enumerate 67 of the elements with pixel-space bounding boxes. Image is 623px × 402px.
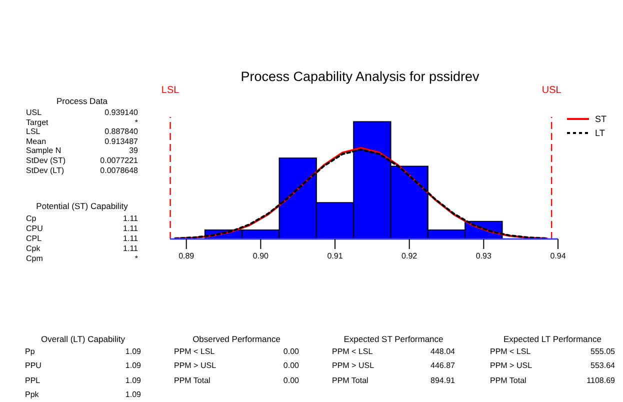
text: PPM Total [174, 376, 210, 385]
text: PPM < LSL [490, 347, 531, 356]
text: 1.09 [124, 361, 141, 370]
text: 0.00 [282, 347, 299, 356]
text: 553.64 [590, 361, 615, 370]
text: Overall (LT) Capability [40, 334, 126, 344]
text: 0.00 [282, 376, 299, 385]
text: * [134, 254, 138, 263]
text: Potential (ST) Capability [35, 201, 129, 211]
text: Expected ST Performance [342, 334, 444, 344]
text: Observed Performance [192, 334, 282, 344]
text: 0.939140 [104, 108, 138, 117]
text: 0.887840 [104, 127, 138, 136]
text: StDev (LT) [26, 166, 64, 175]
x-tick-label: 0.91 [327, 252, 344, 261]
text: 1.09 [124, 347, 141, 356]
text: PPL [25, 376, 40, 385]
text: 1.11 [122, 234, 138, 243]
text: 1.11 [122, 224, 138, 233]
x-tick-label: 0.92 [402, 252, 418, 261]
text: 39 [129, 146, 138, 156]
text: PPM Total [332, 376, 368, 385]
text: StDev (ST) [26, 156, 66, 165]
text: 0.913487 [104, 136, 138, 146]
ref-line-label: LSL [161, 85, 180, 96]
text: Process Data [55, 96, 109, 106]
text: 1.11 [122, 214, 138, 223]
legend-label: LT [595, 128, 605, 138]
text: 894.91 [430, 376, 455, 385]
text: PPM < LSL [332, 347, 373, 356]
text: CPL [26, 234, 42, 243]
chart-title: Process Capability Analysis for pssidrev [240, 69, 480, 84]
text: Expected LT Performance [502, 334, 602, 344]
x-tick-label: 0.90 [252, 252, 270, 261]
legend-label: ST [595, 114, 607, 124]
text: 1.09 [124, 376, 141, 385]
x-tick-label: 0.93 [476, 252, 492, 261]
text: CPU [26, 224, 43, 233]
text: PPM < LSL [174, 347, 215, 356]
text: 1108.69 [586, 376, 615, 385]
text: 0.00 [282, 361, 299, 370]
text: PPM Total [490, 376, 526, 385]
text: USL [26, 108, 42, 117]
text: PPM > USL [332, 361, 374, 370]
text: PPU [25, 361, 42, 370]
ref-line-label: USL [542, 85, 562, 96]
text: 448.04 [430, 347, 455, 356]
text: Cpm [26, 254, 43, 263]
text: 446.87 [430, 361, 455, 370]
x-tick-label: 0.94 [550, 252, 566, 261]
text: Sample N [26, 146, 62, 156]
x-tick-label: 0.89 [178, 252, 195, 261]
text: 1.11 [122, 244, 138, 253]
text: 1.09 [124, 390, 141, 399]
text: 0.0077221 [100, 156, 138, 165]
text: PPM > USL [174, 361, 216, 370]
text: 555.05 [590, 347, 615, 356]
text: Cpk [26, 244, 40, 253]
text: LSL [26, 127, 40, 136]
text: Pp [25, 347, 35, 356]
text: * [134, 118, 138, 127]
text: PPM > USL [490, 361, 532, 370]
text: 0.0078648 [100, 166, 138, 175]
text: Ppk [25, 390, 39, 399]
text: Cp [26, 214, 36, 223]
text: Mean [26, 136, 46, 146]
text: Target [26, 118, 48, 127]
